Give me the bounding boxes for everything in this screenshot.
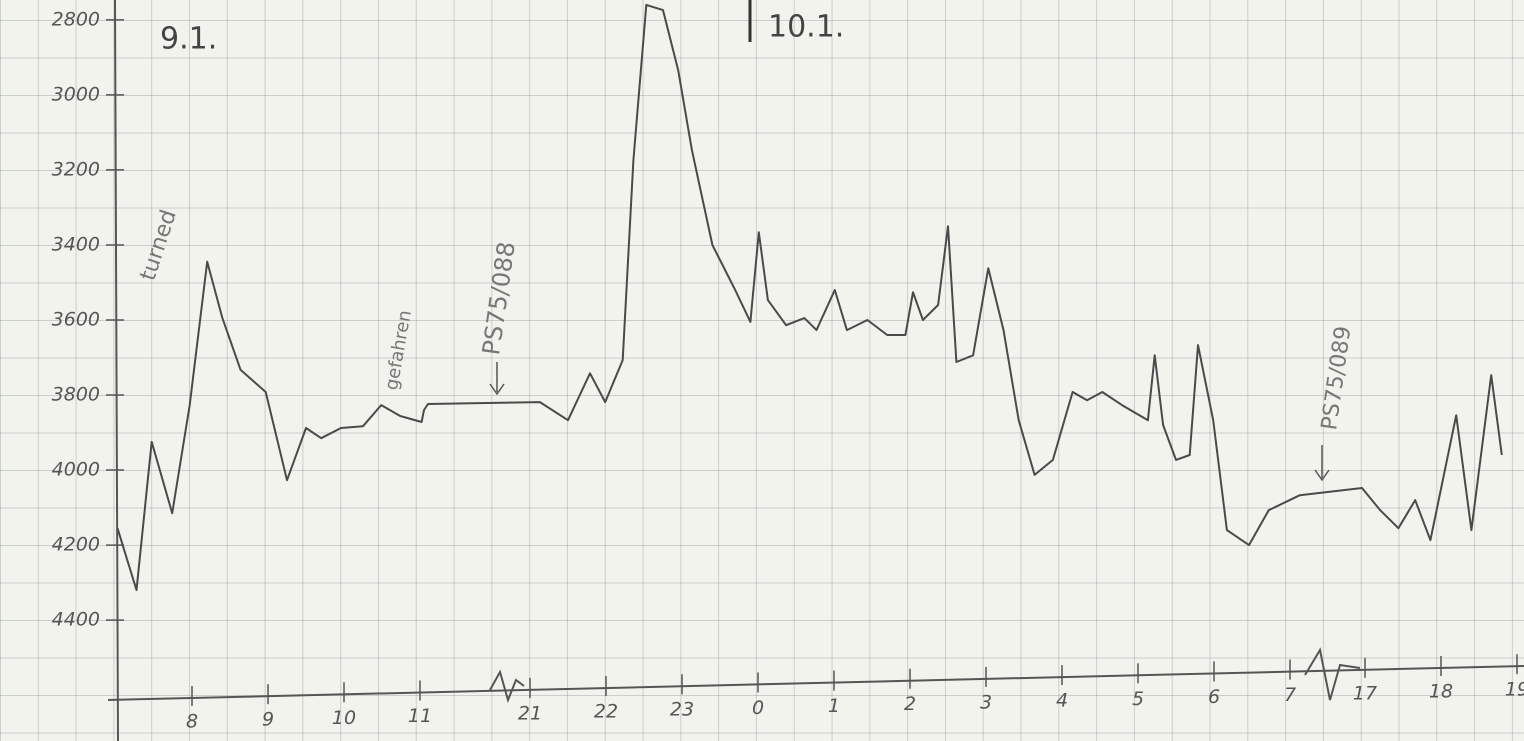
day-label: 9.1. — [160, 22, 217, 57]
x-tick-label: 5 — [1132, 688, 1144, 710]
annotation: PS75/088 — [477, 240, 521, 357]
axis-break — [489, 669, 525, 704]
annotation: turned — [136, 207, 182, 284]
y-tick-label: 3000 — [52, 83, 100, 105]
y-tick-label: 4200 — [52, 534, 100, 556]
day-label: 10.1. — [768, 10, 844, 45]
x-tick-label: 3 — [980, 691, 992, 713]
axis-break — [1304, 647, 1361, 701]
x-tick-label: 6 — [1208, 686, 1220, 708]
y-tick-label: 3400 — [52, 233, 100, 255]
x-tick-label: 11 — [408, 705, 432, 727]
x-tick-label: 1 — [828, 695, 840, 717]
annotation: gefahren — [381, 309, 416, 392]
x-tick-label: 21 — [518, 702, 542, 724]
x-tick-label: 2 — [904, 693, 916, 715]
x-tick-label: 7 — [1284, 684, 1296, 706]
annotation: PS75/089 — [1317, 325, 1356, 432]
x-tick-label: 22 — [594, 701, 618, 723]
x-tick-label: 4 — [1056, 690, 1068, 712]
y-tick-label: 4000 — [52, 459, 100, 481]
y-tick-label: 4400 — [52, 609, 100, 631]
y-tick-label: 2800 — [52, 8, 100, 30]
x-tick-label: 23 — [670, 699, 694, 721]
x-tick-label: 0 — [752, 697, 764, 719]
x-tick-label: 10 — [332, 707, 356, 729]
data-line — [116, 3, 1503, 592]
x-tick-label: 8 — [186, 710, 198, 732]
x-axis — [107, 665, 1524, 701]
arrow-head — [1314, 469, 1330, 482]
x-tick-label: 19 — [1505, 679, 1524, 701]
arrow-head — [489, 383, 505, 396]
y-tick-label: 3200 — [52, 158, 100, 180]
y-axis — [114, 0, 119, 741]
x-tick-label: 17 — [1353, 682, 1377, 704]
y-tick-label: 3800 — [52, 384, 100, 406]
x-tick-label: 9 — [262, 709, 274, 731]
x-tick-label: 18 — [1429, 680, 1453, 702]
y-tick-label: 3600 — [52, 308, 100, 330]
